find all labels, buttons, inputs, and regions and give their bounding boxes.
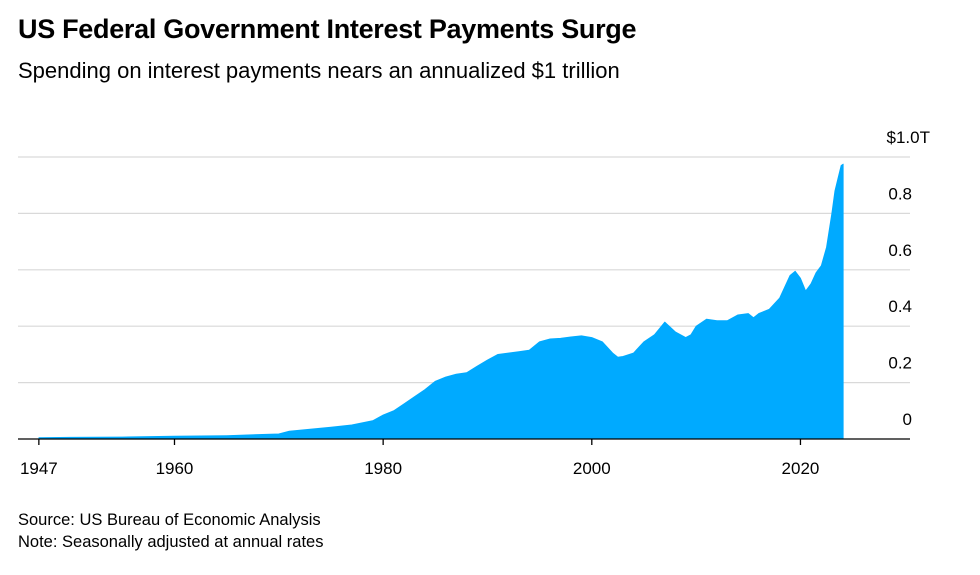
x-tick-label: 1960 [156,459,194,478]
interest-payments-area-chart: 1947 1960 1980 2000 2020 0 0.2 0.4 0.6 0.8 $1.0T [18,128,930,478]
chart-footnotes: Source: US Bureau of Economic Analysis N… [18,509,323,553]
x-tick-label: 1947 [20,459,58,478]
y-tick-label: 0 [903,410,912,429]
source-note: Source: US Bureau of Economic Analysis [18,511,321,529]
chart-title: US Federal Government Interest Payments … [18,14,637,44]
y-tick-label: $1.0T [887,128,930,147]
x-axis-ticks: 1947 1960 1980 2000 2020 [20,439,819,478]
x-tick-label: 2020 [782,459,820,478]
y-tick-label: 0.6 [888,241,912,260]
x-tick-label: 2000 [573,459,611,478]
y-tick-label: 0.8 [888,184,912,203]
x-tick-label: 1980 [364,459,402,478]
adjustment-note: Note: Seasonally adjusted at annual rate… [18,533,324,551]
y-tick-label: 0.2 [888,354,912,373]
y-axis-ticks: 0 0.2 0.4 0.6 0.8 $1.0T [887,128,930,429]
interest-payments-area [38,163,844,440]
y-tick-label: 0.4 [888,297,912,316]
chart-subtitle: Spending on interest payments nears an a… [18,58,620,83]
